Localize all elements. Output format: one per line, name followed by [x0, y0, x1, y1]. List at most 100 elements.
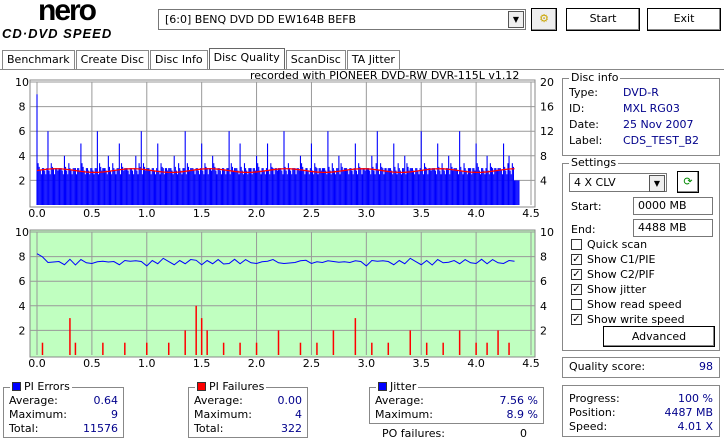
stat-value: 100 % — [678, 392, 713, 405]
settings-group: Settings 4 X CLV ▼ ⟳ Start: 0000 MB End: … — [562, 156, 720, 351]
stat-label: Date: — [569, 118, 599, 131]
x-tick-label: 4.0 — [467, 357, 485, 370]
y2-tick-label: 8 — [540, 150, 547, 163]
checkbox[interactable]: ✓ — [571, 269, 582, 280]
checkbox[interactable] — [571, 299, 582, 310]
end-input[interactable]: 4488 MB — [633, 219, 713, 237]
po-failures-value: 0 — [520, 427, 527, 440]
plot-area — [29, 229, 536, 358]
exit-button[interactable]: Exit — [647, 8, 721, 31]
tab-disc-info[interactable]: Disc Info — [150, 50, 208, 69]
stat-row: Average: 0.64 — [9, 394, 118, 408]
y-tick-label: 2 — [19, 174, 26, 187]
stat-label: Position: — [569, 406, 616, 419]
stat-row: Position: 4487 MB — [569, 406, 713, 420]
speed-select[interactable]: 4 X CLV ▼ — [569, 173, 667, 192]
stat-label: Progress: — [569, 392, 620, 405]
checkbox-label: Show write speed — [587, 313, 685, 326]
checkbox[interactable]: ✓ — [571, 314, 582, 325]
checkbox-row[interactable]: Show read speed — [571, 297, 685, 312]
x-tick-label: 1.0 — [138, 357, 156, 370]
y-tick-label: 8 — [19, 251, 26, 264]
tab-benchmark[interactable]: Benchmark — [2, 50, 75, 69]
checkbox-label: Show read speed — [587, 298, 682, 311]
checkbox-row[interactable]: ✓ Show C2/PIF — [571, 267, 685, 282]
tab-disc-quality[interactable]: Disc Quality — [208, 48, 285, 70]
legend-swatch — [378, 382, 387, 391]
tab-create-disc[interactable]: Create Disc — [75, 50, 150, 69]
start-button[interactable]: Start — [566, 8, 640, 31]
x-tick-label: 3.0 — [358, 207, 376, 220]
po-failures-label: PO failures: — [382, 427, 445, 440]
stat-value: 4.01 X — [677, 420, 713, 433]
y2-tick-label: 2 — [540, 324, 547, 337]
drive-select[interactable]: [6:0] BENQ DVD DD EW164B BEFB ▼ — [158, 9, 526, 30]
stat-row: Maximum: 4 — [194, 408, 302, 422]
checkbox[interactable]: ✓ — [571, 284, 582, 295]
checkbox[interactable] — [571, 239, 582, 250]
refresh-drive-button[interactable]: ⚙ — [531, 8, 557, 31]
x-tick-label: 3.5 — [412, 207, 430, 220]
checkbox-label: Show C2/PIF — [587, 268, 655, 281]
x-tick-label: 4.5 — [522, 207, 540, 220]
refresh-icon: ⟳ — [683, 175, 693, 188]
stat-label: Label: — [569, 134, 603, 147]
tab-ta-jitter[interactable]: TA Jitter — [346, 50, 400, 69]
checkbox-row[interactable]: Quick scan — [571, 237, 685, 252]
speed-value: 4 X CLV — [574, 176, 616, 189]
checkbox[interactable]: ✓ — [571, 254, 582, 265]
jitter-line — [36, 253, 515, 267]
stat-row: Maximum: 8.9 % — [375, 408, 538, 422]
stat-label: Maximum: — [194, 408, 252, 421]
y2-tick-label: 8 — [540, 251, 547, 264]
legend-swatch — [12, 382, 21, 391]
checkbox-row[interactable]: ✓ Show write speed — [571, 312, 685, 327]
tab-divider — [0, 69, 724, 70]
checkbox-label: Show jitter — [587, 283, 647, 296]
stat-row: Average: 7.56 % — [375, 394, 538, 408]
quality-score-value: 98 — [699, 360, 713, 373]
x-tick-label: 3.5 — [412, 357, 430, 370]
chevron-down-icon[interactable]: ▼ — [649, 175, 665, 192]
stat-value: 0.64 — [93, 394, 119, 407]
pi-errors-group: PI Errors Average: 0.64 Maximum: 9 Total: 1157… — [3, 380, 124, 438]
stat-label: Total: — [194, 422, 224, 435]
x-tick-label: 0.0 — [28, 357, 46, 370]
advanced-button[interactable]: Advanced — [603, 326, 715, 347]
refresh-speed-button[interactable]: ⟳ — [677, 171, 699, 193]
x-tick-label: 4.0 — [467, 207, 485, 220]
chevron-down-icon[interactable]: ▼ — [508, 11, 524, 28]
checkbox-label: Quick scan — [587, 238, 648, 251]
x-tick-label: 2.5 — [303, 207, 321, 220]
checkbox-row[interactable]: ✓ Show jitter — [571, 282, 685, 297]
stat-row: Type: DVD-R — [569, 86, 713, 102]
y2-tick-label: 4 — [540, 300, 547, 313]
y-tick-label: 10 — [15, 76, 29, 89]
disc-info-group: Disc info Type: DVD-R ID: MXL RG03 Date: 25 N… — [562, 71, 720, 156]
charts: 0.0 0.5 1.0 1.5 2.0 2.5 3.0 3.5 4.0 4.510 208 166 12… — [15, 76, 554, 370]
checkbox-row[interactable]: ✓ Show C1/PIE — [571, 252, 685, 267]
jitter-group: Jitter Average: 7.56 % Maximum: 8.9 % — [369, 380, 544, 424]
stat-value: 9 — [111, 408, 118, 421]
tab-scandisc[interactable]: ScanDisc — [285, 50, 346, 69]
end-label: End: — [571, 223, 596, 236]
y-tick-label: 8 — [19, 101, 26, 114]
x-tick-label: 1.0 — [138, 207, 156, 220]
x-tick-label: 3.0 — [358, 357, 376, 370]
x-tick-label: 1.5 — [193, 357, 211, 370]
stat-label: Maximum: — [375, 408, 433, 421]
stat-row: Average: 0.00 — [194, 394, 302, 408]
settings-title: Settings — [569, 156, 619, 169]
stat-value: 322 — [281, 422, 302, 435]
drive-select-value: [6:0] BENQ DVD DD EW164B BEFB — [165, 13, 357, 26]
x-tick-label: 4.5 — [522, 357, 540, 370]
legend-swatch — [197, 382, 206, 391]
recorded-with-label: recorded with PIONEER DVD-RW DVR-115L v1… — [250, 69, 520, 82]
stat-value: 25 Nov 2007 — [623, 118, 694, 131]
stat-row: ID: MXL RG03 — [569, 102, 713, 118]
stat-label: Average: — [9, 394, 58, 407]
start-input[interactable]: 0000 MB — [633, 197, 713, 215]
y-tick-label: 10 — [15, 226, 29, 239]
nero-logo: nero — [38, 0, 97, 27]
x-tick-label: 2.0 — [248, 207, 266, 220]
